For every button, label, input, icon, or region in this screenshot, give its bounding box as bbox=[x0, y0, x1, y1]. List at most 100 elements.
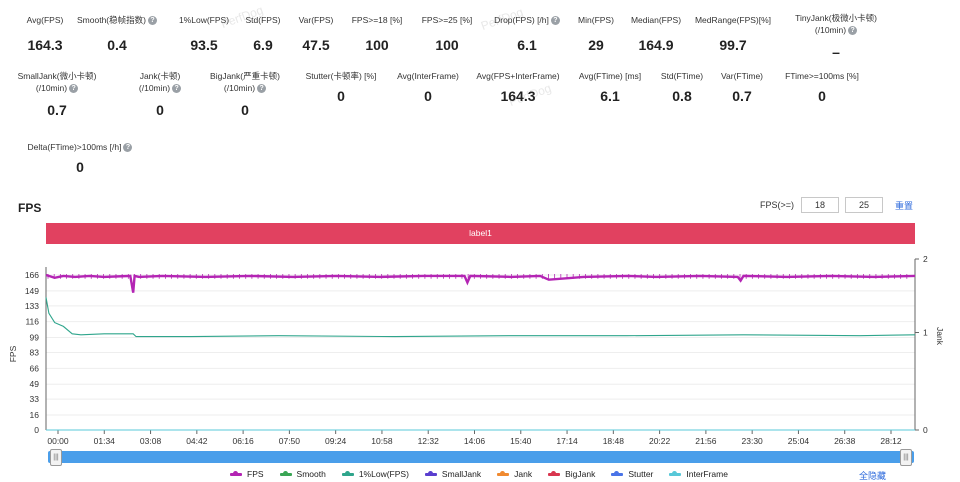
y-tick-label: 66 bbox=[30, 363, 40, 373]
legend-label: 1%Low(FPS) bbox=[358, 469, 409, 479]
legend-label: SmallJank bbox=[441, 469, 482, 479]
fps-threshold-input-2[interactable]: 25 bbox=[845, 197, 883, 213]
metric-label: Stutter(卡顿率) [%] bbox=[305, 71, 377, 81]
metric-value: 0 bbox=[76, 159, 84, 175]
metric-metrics_row2-4: Avg(InterFrame) 0 bbox=[368, 70, 488, 104]
metric-label: TinyJank(极微小卡顿) bbox=[795, 13, 877, 23]
metric-label: Smooth(稳帧指数)? bbox=[57, 14, 177, 26]
metric-label: 1%Low(FPS) bbox=[178, 15, 230, 25]
fps-threshold-input-1[interactable]: 18 bbox=[801, 197, 839, 213]
x-tick-label: 04:42 bbox=[186, 436, 208, 446]
x-tick-label: 28:12 bbox=[880, 436, 902, 446]
metric-label: Delta(FTime)>100ms [/h]? bbox=[20, 141, 140, 153]
metric-label: MedRange(FPS)[%] bbox=[694, 15, 772, 25]
legend-item[interactable]: SmallJank bbox=[424, 469, 482, 479]
help-icon[interactable]: ? bbox=[848, 26, 858, 36]
metric-label-unit: (/10min)? bbox=[100, 82, 220, 94]
legend-swatch-icon bbox=[669, 470, 682, 476]
metric-metrics_row1-9: Median(FPS) 164.9 bbox=[596, 14, 716, 53]
x-tick-label: 20:22 bbox=[649, 436, 671, 446]
x-tick-label: 09:24 bbox=[325, 436, 347, 446]
fps-threshold-label: FPS(>=) bbox=[760, 200, 795, 210]
y-tick-label: 16 bbox=[30, 410, 40, 420]
metric-label: FPS>=25 [%] bbox=[421, 15, 473, 25]
metric-metrics_row1-2: 1%Low(FPS) 93.5 bbox=[144, 14, 264, 53]
metric-value: 0 bbox=[337, 88, 345, 104]
metric-label: FTime>=100ms [%] bbox=[785, 71, 859, 81]
x-tick-label: 07:50 bbox=[279, 436, 301, 446]
x-tick-label: 25:04 bbox=[788, 436, 810, 446]
metric-label: Avg(FTime) [ms] bbox=[578, 71, 642, 81]
metric-metrics_row2-0: SmallJank(微小卡顿) (/10min)? 0.7 bbox=[0, 70, 117, 118]
metric-value: 0 bbox=[156, 102, 164, 118]
legend-item[interactable]: BigJank bbox=[548, 469, 595, 479]
metric-value: – bbox=[832, 44, 840, 60]
help-icon[interactable]: ? bbox=[123, 143, 133, 153]
metric-value: 164.9 bbox=[638, 37, 674, 53]
metric-metrics_row2-5: Avg(FPS+InterFrame) 164.3 bbox=[458, 70, 578, 104]
y-tick-label: 133 bbox=[25, 301, 39, 311]
series-line-1-low-fps- bbox=[45, 297, 916, 338]
help-icon[interactable]: ? bbox=[257, 84, 267, 94]
metric-value: 0.8 bbox=[672, 88, 692, 104]
metric-value: 6.1 bbox=[517, 37, 537, 53]
y-axis-label: FPS bbox=[8, 345, 18, 362]
legend-swatch-icon bbox=[548, 470, 561, 476]
help-icon[interactable]: ? bbox=[550, 16, 560, 26]
metric-metrics_row3-0: Delta(FTime)>100ms [/h]? 0 bbox=[20, 141, 140, 175]
metric-value: 0 bbox=[818, 88, 826, 104]
legend-swatch-icon bbox=[497, 470, 510, 476]
metric-label-unit: (/10min)? bbox=[776, 24, 896, 36]
legend-item[interactable]: Stutter bbox=[611, 469, 653, 479]
metric-metrics_row2-6: Avg(FTime) [ms] 6.1 bbox=[550, 70, 670, 104]
metric-value: 0 bbox=[241, 102, 249, 118]
y-tick-label: 83 bbox=[30, 348, 40, 358]
y-tick-label: 116 bbox=[25, 317, 39, 327]
metric-metrics_row2-1: Jank(卡顿) (/10min)? 0 bbox=[100, 70, 220, 118]
metric-metrics_row1-4: Var(FPS) 47.5 bbox=[256, 14, 376, 53]
metric-label: Min(FPS) bbox=[578, 15, 614, 25]
legend-item[interactable]: Jank bbox=[497, 469, 532, 479]
help-icon[interactable]: ? bbox=[69, 84, 79, 94]
y-right-axis-label: Jank bbox=[935, 327, 945, 346]
hide-all-button[interactable]: 全隐藏 bbox=[859, 471, 887, 481]
metric-label: Var(FPS) bbox=[298, 15, 334, 25]
help-icon[interactable]: ? bbox=[172, 84, 182, 94]
legend-swatch-icon bbox=[611, 470, 624, 476]
metric-value: 0.7 bbox=[47, 102, 67, 118]
help-icon[interactable]: ? bbox=[147, 16, 157, 26]
chart-legend: FPS Smooth 1%Low(FPS) SmallJank Jank BigJank S… bbox=[230, 469, 728, 479]
y-right-tick-label: 0 bbox=[923, 425, 928, 435]
legend-item[interactable]: 1%Low(FPS) bbox=[341, 469, 409, 479]
x-tick-label: 21:56 bbox=[695, 436, 717, 446]
legend-label: Jank bbox=[514, 469, 533, 479]
slider-handle-left[interactable]: ||| bbox=[50, 449, 62, 466]
reset-button[interactable]: 重置 bbox=[895, 201, 914, 211]
time-range-slider[interactable] bbox=[48, 451, 914, 463]
legend-item[interactable]: Smooth bbox=[279, 469, 326, 479]
y-tick-label: 49 bbox=[30, 379, 40, 389]
x-tick-label: 12:32 bbox=[418, 436, 440, 446]
metric-label: Median(FPS) bbox=[630, 15, 682, 25]
metric-value: 0 bbox=[424, 88, 432, 104]
x-tick-label: 15:40 bbox=[510, 436, 532, 446]
legend-item[interactable]: FPS bbox=[230, 469, 264, 479]
label-bar[interactable]: label1 bbox=[46, 223, 915, 244]
section-title: FPS bbox=[18, 201, 42, 215]
legend-swatch-icon bbox=[341, 470, 354, 476]
slider-handle-right[interactable]: ||| bbox=[900, 449, 912, 466]
legend-item[interactable]: InterFrame bbox=[669, 469, 728, 479]
metric-metrics_row1-7: Drop(FPS) [/h]? 6.1 bbox=[467, 14, 587, 53]
x-tick-label: 26:38 bbox=[834, 436, 856, 446]
x-tick-label: 18:48 bbox=[603, 436, 625, 446]
x-tick-label: 14:06 bbox=[464, 436, 486, 446]
metric-metrics_row2-7: Std(FTime) 0.8 bbox=[622, 70, 742, 104]
series-line-fps bbox=[45, 273, 916, 293]
x-tick-label: 00:00 bbox=[47, 436, 69, 446]
metric-value: 93.5 bbox=[190, 37, 218, 53]
metric-label-unit: (/10min)? bbox=[185, 82, 305, 94]
fps-chart: 166 149 133 116 99 83 66 49 33 16 0 2 1 0 00:00 01:34 03… bbox=[8, 254, 945, 446]
y-right-tick-label: 2 bbox=[923, 254, 928, 264]
metric-metrics_row1-5: FPS>=18 [%] 100 bbox=[317, 14, 437, 53]
x-tick-label: 23:30 bbox=[742, 436, 764, 446]
